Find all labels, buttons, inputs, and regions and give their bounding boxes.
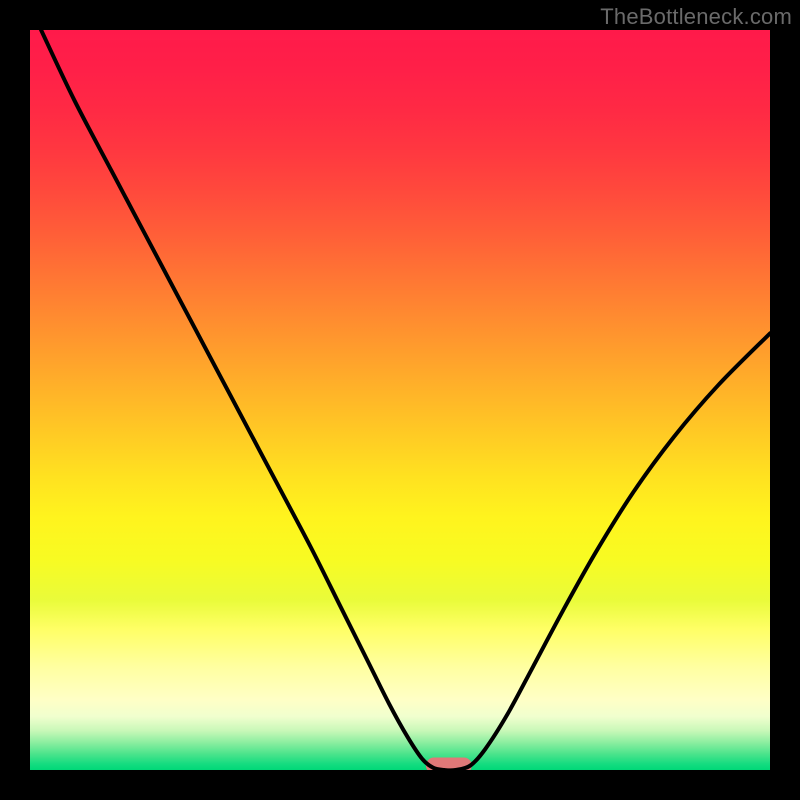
watermark-label: TheBottleneck.com [600,4,792,30]
chart-gradient-background [30,30,770,770]
bottleneck-curve-chart [0,0,800,800]
